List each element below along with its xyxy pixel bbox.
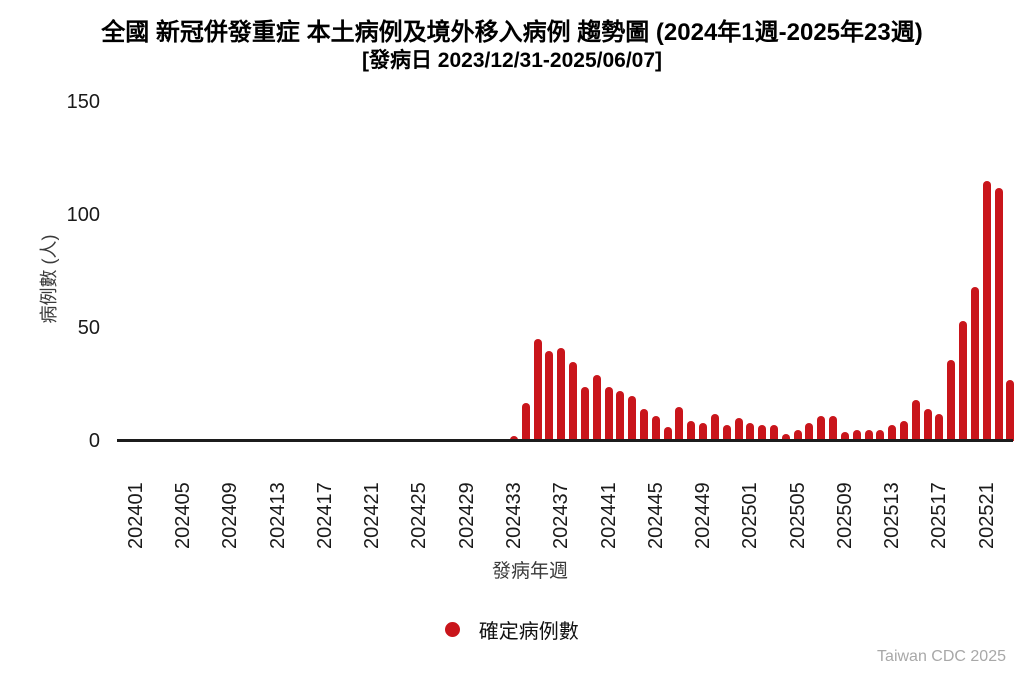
bar-202510 (852, 429, 861, 441)
bar-202521 (982, 181, 991, 441)
bar-202501 (746, 422, 755, 441)
bar-202451 (722, 425, 731, 441)
chart-subtitle: [發病日 2023/12/31-2025/06/07] (361, 49, 663, 72)
bar-202513 (888, 425, 897, 441)
bar-202447 (675, 407, 684, 441)
bar-202442 (616, 391, 625, 441)
x-tick-label: 202449 (692, 482, 715, 549)
bar-202503 (769, 425, 778, 441)
bar-202516 (923, 409, 932, 441)
bar-202444 (639, 409, 648, 441)
x-tick-label: 202429 (455, 482, 478, 549)
bar-202506 (805, 422, 814, 441)
bar-202433 (509, 436, 518, 441)
x-tick-label: 202509 (833, 482, 856, 549)
bar-202436 (545, 350, 554, 441)
x-tick-label: 202505 (786, 482, 809, 549)
bar-202520 (970, 287, 979, 441)
bar-202452 (734, 418, 743, 441)
bar-202443 (628, 395, 637, 441)
source-watermark: Taiwan CDC 2025 (877, 648, 1006, 665)
x-tick-label: 202417 (313, 482, 336, 549)
legend: 確定病例數 (0, 615, 1024, 644)
bar-202440 (592, 375, 601, 441)
bar-202446 (663, 427, 672, 441)
x-tick-label: 202401 (124, 482, 147, 549)
bar-202508 (829, 416, 838, 441)
bar-202504 (781, 434, 790, 441)
chart-title: 全國 新冠併發重症 本土病例及境外移入病例 趨勢圖 (2024年1週-2025年… (101, 19, 923, 46)
bar-202522 (994, 187, 1003, 441)
x-tick-label: 202445 (644, 482, 667, 549)
x-tick-label: 202413 (266, 482, 289, 549)
y-tick-label: 150 (66, 91, 100, 113)
x-tick-label: 202521 (975, 482, 998, 549)
bar-202437 (557, 348, 566, 441)
bar-202517 (935, 413, 944, 441)
x-tick-label: 202433 (502, 482, 525, 549)
bar-202519 (959, 321, 968, 441)
bar-202514 (900, 420, 908, 441)
x-tick-label: 202501 (739, 482, 762, 549)
bar-202505 (793, 429, 802, 441)
legend-series-label: 確定病例數 (478, 621, 579, 643)
bar-202518 (947, 359, 956, 441)
bar-202441 (604, 386, 613, 441)
bar-202515 (911, 400, 920, 441)
x-tick-label: 202421 (361, 482, 384, 549)
x-tick-label: 202405 (171, 482, 194, 549)
y-tick-label: 0 (88, 430, 100, 452)
bar-202449 (699, 422, 708, 441)
bar-202450 (710, 413, 719, 441)
legend-marker-circle-icon (445, 622, 461, 637)
bar-202435 (533, 339, 542, 441)
bar-202507 (817, 416, 826, 441)
bar-202502 (758, 425, 767, 441)
y-tick-label: 50 (77, 317, 100, 339)
bar-202439 (580, 386, 589, 441)
bar-202448 (687, 420, 696, 441)
bar-202523 (1006, 379, 1015, 441)
x-tick-label: 202409 (219, 482, 242, 549)
x-axis-label: 發病年週 (491, 561, 568, 582)
bar-202445 (651, 416, 660, 441)
bar-202511 (864, 429, 873, 441)
x-tick-label: 202517 (928, 482, 951, 549)
x-tick-label: 202513 (881, 482, 904, 549)
x-tick-label: 202425 (408, 482, 431, 549)
y-tick-label: 100 (66, 204, 100, 226)
bar-202512 (876, 429, 885, 441)
bar-202438 (569, 361, 578, 441)
x-tick-label: 202437 (550, 482, 573, 549)
bar-202434 (521, 402, 530, 441)
x-tick-label: 202441 (597, 482, 620, 549)
x-axis-line (117, 439, 1013, 442)
bar-202509 (840, 431, 849, 441)
